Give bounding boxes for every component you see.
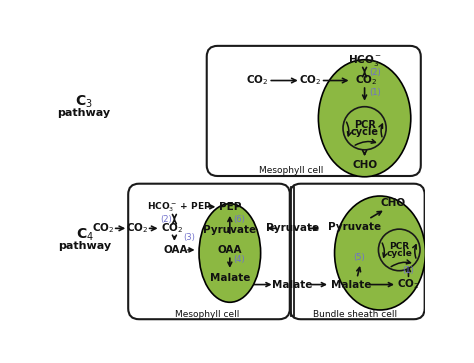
Text: C$_3$: C$_3$	[75, 93, 92, 110]
FancyBboxPatch shape	[290, 184, 425, 319]
Text: CHO: CHO	[381, 198, 406, 208]
Text: cycle: cycle	[351, 127, 379, 137]
Text: (1): (1)	[370, 87, 381, 97]
Text: C$_4$: C$_4$	[76, 226, 94, 243]
Text: (2): (2)	[160, 215, 172, 224]
Text: Pyruvate: Pyruvate	[265, 223, 319, 233]
Text: CO$_2$: CO$_2$	[397, 278, 419, 291]
Text: (6): (6)	[233, 215, 245, 224]
Text: pathway: pathway	[57, 108, 110, 118]
Text: PCR: PCR	[354, 120, 375, 130]
Text: cycle: cycle	[386, 249, 412, 258]
Text: (5): (5)	[353, 253, 365, 262]
Text: Mesophyll cell: Mesophyll cell	[259, 166, 324, 175]
Text: Malate: Malate	[331, 280, 372, 290]
Text: CO$_2$: CO$_2$	[126, 221, 149, 235]
Text: PCR: PCR	[389, 242, 409, 251]
Ellipse shape	[199, 204, 261, 302]
Text: CO$_2$: CO$_2$	[92, 221, 115, 235]
Text: pathway: pathway	[58, 241, 112, 251]
Text: CO$_2$: CO$_2$	[246, 74, 268, 87]
Text: CO$_2$: CO$_2$	[300, 74, 322, 87]
Text: OAA: OAA	[218, 245, 242, 255]
FancyBboxPatch shape	[207, 46, 421, 176]
Text: PEP: PEP	[219, 202, 241, 212]
Text: (1): (1)	[402, 266, 414, 275]
Text: (3): (3)	[183, 233, 195, 242]
Text: (4): (4)	[233, 256, 245, 264]
Text: HCO$_3^-$: HCO$_3^-$	[347, 53, 382, 68]
Text: CHO: CHO	[352, 160, 377, 170]
Text: (2): (2)	[370, 68, 381, 77]
Text: CO$_2$: CO$_2$	[161, 221, 183, 235]
Ellipse shape	[319, 60, 411, 177]
Text: Malate: Malate	[272, 280, 312, 290]
Text: Pyruvate: Pyruvate	[328, 222, 381, 232]
Text: Bundle sheath cell: Bundle sheath cell	[313, 310, 397, 319]
Text: Malate: Malate	[210, 273, 250, 284]
Text: Pyruvate: Pyruvate	[203, 225, 256, 235]
FancyBboxPatch shape	[128, 184, 290, 319]
Text: Mesophyll cell: Mesophyll cell	[174, 310, 239, 319]
Text: OAA: OAA	[164, 245, 188, 255]
Text: HCO$_3^-$ + PEP: HCO$_3^-$ + PEP	[147, 200, 212, 213]
Text: CO$_2$: CO$_2$	[355, 74, 377, 87]
Ellipse shape	[335, 196, 425, 310]
